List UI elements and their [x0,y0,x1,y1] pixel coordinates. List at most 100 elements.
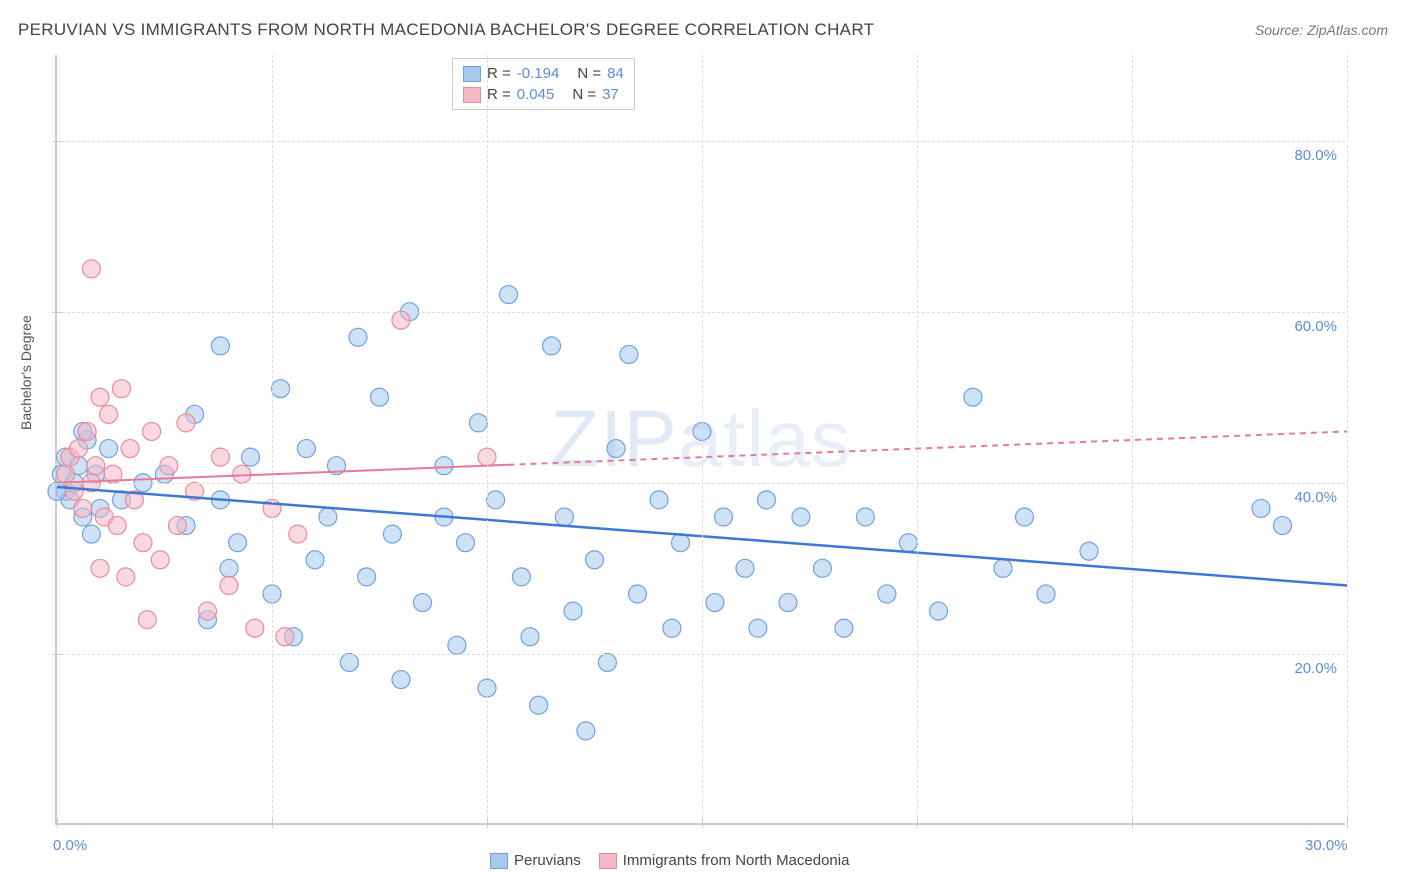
data-point [246,619,264,637]
data-point [598,653,616,671]
data-point [521,628,539,646]
data-point [91,388,109,406]
trend-line-extrapolated [509,431,1348,464]
data-point [1037,585,1055,603]
data-point [220,559,238,577]
data-point [564,602,582,620]
data-point [629,585,647,603]
data-point [543,337,561,355]
data-point [65,482,83,500]
legend-r-value: -0.194 [517,65,560,82]
data-point [813,559,831,577]
data-point [117,568,135,586]
legend-n-value: 37 [602,86,619,103]
data-point [306,551,324,569]
data-point [242,448,260,466]
data-point [586,551,604,569]
data-point [297,440,315,458]
data-point [70,440,88,458]
legend-item: Immigrants from North Macedonia [599,852,850,869]
data-point [229,534,247,552]
data-point [289,525,307,543]
y-tick-label: 60.0% [1294,318,1337,335]
data-point [672,534,690,552]
data-point [211,337,229,355]
data-point [856,508,874,526]
data-point [758,491,776,509]
data-point [487,491,505,509]
y-tick-label: 20.0% [1294,660,1337,677]
x-tick-label: 30.0% [1305,837,1348,854]
legend-label: Immigrants from North Macedonia [623,852,850,869]
data-point [87,457,105,475]
data-point [134,534,152,552]
data-point [108,517,126,535]
legend-n-label: N = [572,86,596,103]
data-point [878,585,896,603]
data-point [392,671,410,689]
data-point [994,559,1012,577]
data-point [835,619,853,637]
data-point [91,559,109,577]
data-point [276,628,294,646]
data-point [220,576,238,594]
data-point [607,440,625,458]
data-point [414,594,432,612]
data-point [663,619,681,637]
data-point [779,594,797,612]
data-point [48,482,66,500]
data-point [1274,517,1292,535]
data-point [650,491,668,509]
data-point [82,260,100,278]
data-point [500,286,518,304]
data-point [100,405,118,423]
data-point [620,345,638,363]
correlation-legend: R = -0.194N = 84R = 0.045N = 37 [452,58,635,110]
data-point [1016,508,1034,526]
data-point [211,448,229,466]
data-point [340,653,358,671]
data-point [899,534,917,552]
data-point [371,388,389,406]
data-point [964,388,982,406]
y-tick-label: 80.0% [1294,147,1337,164]
legend-swatch [599,853,617,869]
data-point [435,457,453,475]
y-tick-label: 40.0% [1294,489,1337,506]
data-point [383,525,401,543]
series-legend: Peruvians Immigrants from North Macedonia [490,852,849,869]
data-point [57,465,75,483]
data-point [930,602,948,620]
data-point [160,457,178,475]
data-point [1080,542,1098,560]
data-point [349,328,367,346]
x-tick-label: 0.0% [53,837,87,854]
scatter-plot-svg [57,55,1345,823]
legend-item: Peruvians [490,852,581,869]
data-point [706,594,724,612]
data-point [177,414,195,432]
data-point [199,602,217,620]
legend-swatch [463,87,481,103]
chart-plot-area: ZIPatlas R = -0.194N = 84R = 0.045N = 37… [55,55,1345,825]
data-point [715,508,733,526]
data-point [138,611,156,629]
legend-n-value: 84 [607,65,624,82]
data-point [82,525,100,543]
legend-label: Peruvians [514,852,581,869]
legend-n-label: N = [577,65,601,82]
data-point [792,508,810,526]
data-point [143,422,161,440]
data-point [448,636,466,654]
data-point [469,414,487,432]
data-point [577,722,595,740]
legend-swatch [463,66,481,82]
data-point [74,499,92,517]
chart-title: PERUVIAN VS IMMIGRANTS FROM NORTH MACEDO… [18,20,874,40]
legend-r-label: R = [487,86,511,103]
data-point [736,559,754,577]
data-point [749,619,767,637]
data-point [358,568,376,586]
data-point [272,380,290,398]
data-point [168,517,186,535]
